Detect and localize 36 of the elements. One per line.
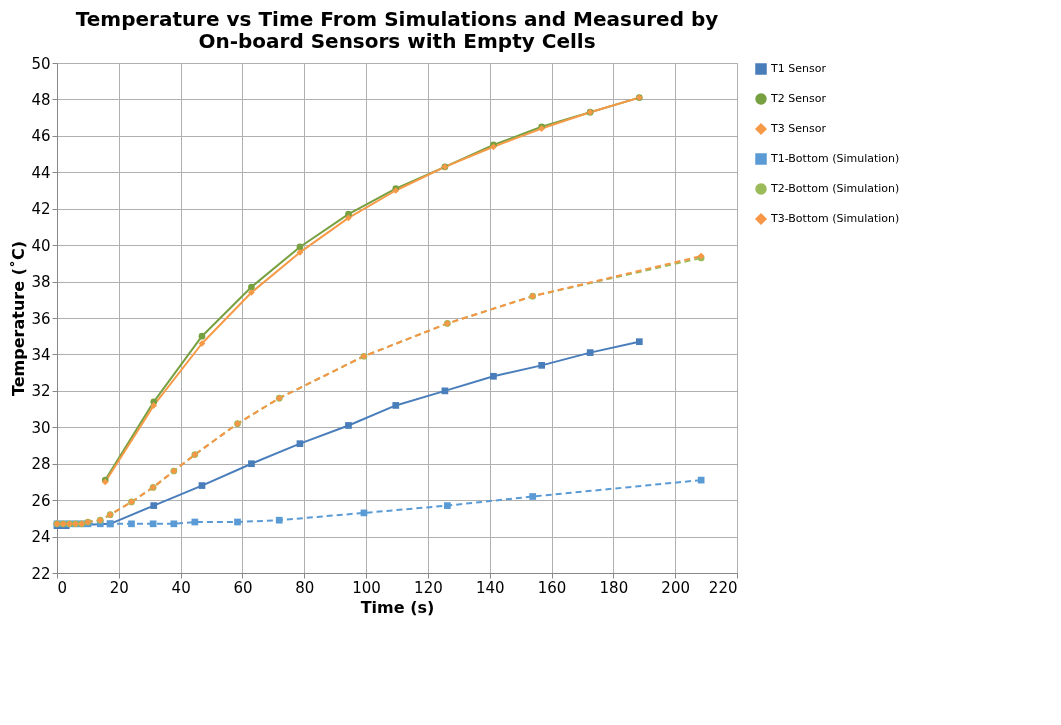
x-tick-label: 140 — [475, 578, 505, 597]
x-tick-label: 160 — [537, 578, 567, 597]
x-tick-label: 180 — [599, 578, 629, 597]
x-tick-label: 40 — [171, 578, 191, 597]
y-tick-label: 46 — [31, 127, 51, 146]
x-tick-label: 0 — [57, 578, 68, 597]
legend-label: T1 Sensor — [770, 62, 827, 75]
legend-label: T2 Sensor — [770, 92, 827, 105]
x-tick-label: 120 — [414, 578, 443, 597]
y-tick-label: 26 — [31, 491, 51, 510]
x-tick-label: 20 — [109, 578, 129, 597]
y-tick-label: 48 — [31, 90, 51, 109]
y-tick-label: 24 — [31, 528, 51, 547]
y-tick-label: 30 — [31, 418, 51, 437]
y-tick-label: 22 — [31, 564, 51, 583]
x-tick-label: 60 — [233, 578, 253, 597]
legend-label: T1-Bottom (Simulation) — [770, 152, 900, 165]
y-tick-label: 28 — [31, 455, 51, 474]
y-tick-label: 34 — [31, 345, 51, 364]
y-tick-label: 50 — [31, 54, 51, 73]
legend-label: T3 Sensor — [770, 122, 827, 135]
y-tick-label: 38 — [31, 273, 51, 292]
x-tick-label: 100 — [352, 578, 381, 597]
x-axis-title: Time (s) — [360, 597, 435, 617]
x-tick-label: 80 — [295, 578, 315, 597]
y-tick-label: 42 — [31, 200, 51, 219]
x-tick-label: 200 — [661, 578, 690, 597]
y-tick-label: 36 — [31, 309, 51, 328]
x-tick-label: 220 — [708, 578, 738, 597]
y-tick-label: 32 — [31, 382, 51, 401]
y-axis-title: Temperature (˚C) — [9, 240, 29, 397]
legend-label: T2-Bottom (Simulation) — [770, 182, 900, 195]
y-tick-label: 44 — [31, 163, 51, 182]
legend-label: T3-Bottom (Simulation) — [770, 212, 900, 225]
y-tick-label: 40 — [31, 236, 51, 255]
chart-title: Temperature vs Time From Simulations and Measured by On-board Sensors with Empty Cells — [75, 7, 719, 53]
